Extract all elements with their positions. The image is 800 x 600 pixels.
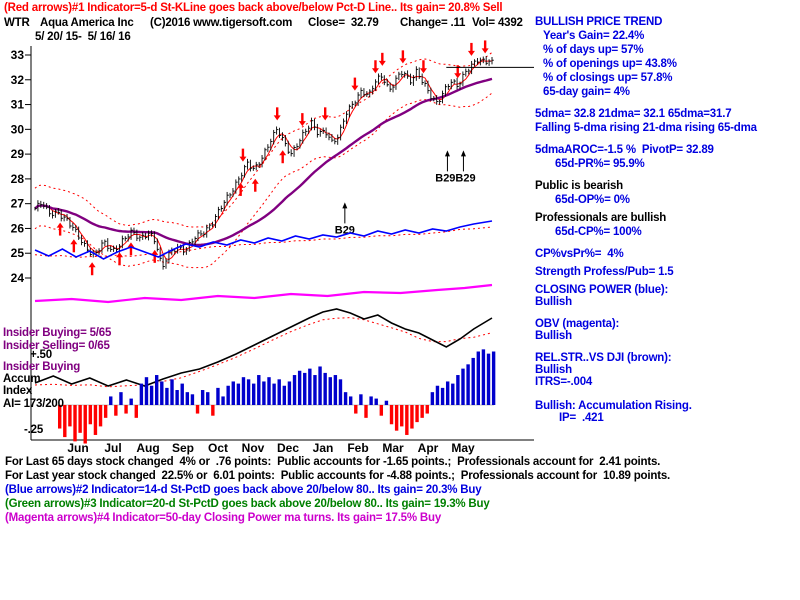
svg-text:Apr: Apr [418, 441, 439, 455]
strength-ratio: Strength Profess/Pub= 1.5 [535, 266, 674, 278]
dma-values: 5dma= 32.8 21dma= 32.1 65dma=31.7 [535, 108, 732, 120]
signal-arrows [56, 40, 489, 276]
bullish-price-trend: BULLISH PRICE TREND [535, 16, 663, 28]
aroc-pivot: 5dmaAROC=-1.5 % PivotP= 32.89 [535, 144, 714, 156]
svg-text:Jan: Jan [313, 441, 334, 455]
ticker-symbol: WTR [4, 17, 30, 29]
svg-text:31: 31 [11, 98, 25, 112]
dma-trend: Falling 5-dma rising 21-dma rising 65-dm… [535, 122, 757, 134]
closing-power-label: CLOSING POWER (blue): [535, 284, 669, 296]
footer-year-summary: For Last year stock changed 22.5% or 6.0… [5, 470, 671, 482]
professionals-sentiment: Professionals are bullish [535, 212, 667, 224]
svg-text:30: 30 [11, 122, 25, 136]
pct-openings-up: % of openings up= 43.8% [543, 58, 677, 70]
pr-65d: 65d-PR%= 95.9% [555, 158, 645, 170]
svg-text:Aug: Aug [136, 441, 159, 455]
copyright-text: (C)2016 www.tigersoft.com [150, 17, 293, 29]
insider-selling-count: Insider Selling= 0/65 [3, 340, 110, 352]
closing-power-status: Bullish [535, 296, 572, 308]
svg-text:Jun: Jun [67, 441, 88, 455]
date-range: 5/ 20/ 15- 5/ 16/ 16 [35, 31, 131, 43]
accum-scale-minus: -.25 [24, 424, 44, 436]
pct-closings-up: % of closings up= 57.8% [543, 72, 673, 84]
svg-text:Jul: Jul [104, 441, 121, 455]
svg-text:Oct: Oct [208, 441, 228, 455]
obv-label: OBV (magenta): [535, 318, 620, 330]
svg-text:24: 24 [11, 271, 25, 285]
cp-vs-pr: CP%vsPr%= 4% [535, 248, 624, 260]
svg-text:Mar: Mar [382, 441, 404, 455]
volume-value: Vol= 4392 [472, 17, 523, 29]
footer-65day-summary: For Last 65 days stock changed 4% or .76… [5, 456, 661, 468]
insider-buying-count: Insider Buying= 5/65 [3, 327, 112, 339]
accum-label: Accum [3, 373, 41, 385]
svg-text:32: 32 [11, 73, 25, 87]
signal-red-line: (Red arrows)#1 Indicator=5-d St-KLine go… [4, 2, 503, 14]
index-label: Index [3, 385, 33, 397]
signal-blue-line: (Blue arrows)#2 Indicator=14-d St-PctD g… [5, 484, 482, 496]
obv-line [34, 283, 493, 304]
signal-magenta-line: (Magenta arrows)#4 Indicator=50-day Clos… [5, 512, 442, 524]
public-sentiment: Public is bearish [535, 180, 623, 192]
accum-scale-plus: +.50 [30, 349, 52, 361]
itrs-value: ITRS=-.004 [535, 376, 593, 388]
op-65d: 65d-OP%= 0% [555, 194, 630, 206]
svg-text:Nov: Nov [242, 441, 265, 455]
ai-value: AI= 173/200 [3, 398, 64, 410]
cp-65d: 65d-CP%= 100% [555, 226, 642, 238]
svg-text:27: 27 [11, 197, 25, 211]
relative-strength-line [34, 308, 493, 387]
insider-buying-label: Insider Buying [3, 361, 81, 373]
years-gain: Year's Gain= 22.4% [543, 30, 645, 42]
gain-65day: 65-day gain= 4% [543, 86, 630, 98]
pct-days-up: % of days up= 57% [543, 44, 644, 56]
closing-power-line [34, 220, 493, 260]
slow-ma-line [34, 77, 493, 247]
svg-text:25: 25 [11, 246, 25, 260]
accumulation-histogram [55, 349, 496, 444]
svg-text:28: 28 [11, 172, 25, 186]
svg-text:33: 33 [11, 48, 25, 62]
company-name: Aqua America Inc [40, 17, 134, 29]
signal-green-line: (Green arrows)#3 Indicator=20-d St-PctD … [5, 498, 490, 510]
accumulation-status: Bullish: Accumulation Rising. [535, 400, 692, 412]
svg-text:29: 29 [11, 147, 25, 161]
ip-value: IP= .421 [559, 412, 604, 424]
relstr-status: Bullish [535, 364, 572, 376]
obv-status: Bullish [535, 330, 572, 342]
svg-text:May: May [451, 441, 475, 455]
relstr-label: REL.STR..VS DJI (brown): [535, 352, 672, 364]
svg-text:Feb: Feb [347, 441, 368, 455]
fast-ma-line [34, 60, 492, 261]
svg-text:26: 26 [11, 221, 25, 235]
candlesticks [34, 56, 494, 270]
close-value: Close= 32.79 [308, 17, 379, 29]
svg-text:Sep: Sep [172, 441, 194, 455]
relative-strength-ma-dotted [34, 317, 493, 388]
change-value: Change= .11 [400, 17, 466, 29]
svg-text:Dec: Dec [277, 441, 299, 455]
axes: 33 32 31 30 29 28 27 26 25 24 Jun Jul Aug Sep Oct Nov De… [11, 46, 534, 455]
price-bands [34, 52, 493, 269]
svg-text:B29B29: B29B29 [435, 172, 475, 184]
